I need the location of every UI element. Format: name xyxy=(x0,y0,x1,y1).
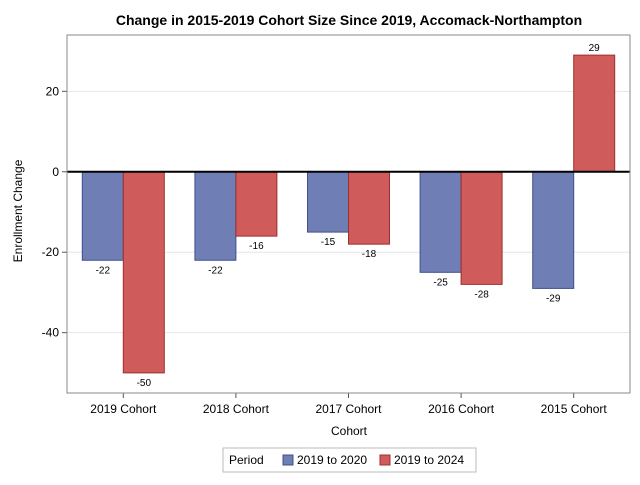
x-tick-label: 2018 Cohort xyxy=(203,402,270,416)
legend: Period 2019 to 2020 2019 to 2024 xyxy=(222,447,477,473)
bar xyxy=(460,171,503,285)
data-label: -29 xyxy=(546,293,561,304)
legend-title: Period xyxy=(229,453,264,467)
data-label: -28 xyxy=(474,289,489,300)
bar xyxy=(419,171,462,273)
x-axis-title: Cohort xyxy=(331,424,368,438)
y-axis-title: Enrollment Change xyxy=(11,159,25,262)
y-tick-label: -40 xyxy=(42,326,60,340)
y-tick-label: -20 xyxy=(42,245,60,259)
data-label: -16 xyxy=(249,241,264,252)
bar xyxy=(532,171,575,289)
data-label: -50 xyxy=(137,378,152,389)
legend-label: 2019 to 2020 xyxy=(297,453,367,467)
legend-swatch xyxy=(379,454,391,466)
bar xyxy=(122,171,165,374)
y-tick-label: 20 xyxy=(46,84,60,98)
bar xyxy=(81,171,124,261)
x-tick-label: 2016 Cohort xyxy=(428,402,495,416)
bar xyxy=(235,171,278,237)
data-label: -18 xyxy=(362,249,377,260)
data-label: 29 xyxy=(589,43,601,54)
data-label: -22 xyxy=(96,265,111,276)
bar xyxy=(307,171,349,233)
legend-label: 2019 to 2024 xyxy=(394,453,464,467)
bar xyxy=(573,54,616,173)
chart-title: Change in 2015-2019 Cohort Size Since 20… xyxy=(116,12,582,28)
legend-swatch xyxy=(282,454,294,466)
x-tick-label: 2015 Cohort xyxy=(541,402,608,416)
data-label: -15 xyxy=(321,237,336,248)
y-tick-label: 0 xyxy=(52,165,59,179)
bar xyxy=(194,171,237,261)
data-label: -25 xyxy=(433,277,448,288)
legend-box xyxy=(222,447,477,473)
data-label: -22 xyxy=(208,265,223,276)
x-tick-label: 2017 Cohort xyxy=(315,402,382,416)
bar xyxy=(348,171,390,245)
plot-frame xyxy=(66,34,631,394)
x-tick-label: 2019 Cohort xyxy=(90,402,157,416)
